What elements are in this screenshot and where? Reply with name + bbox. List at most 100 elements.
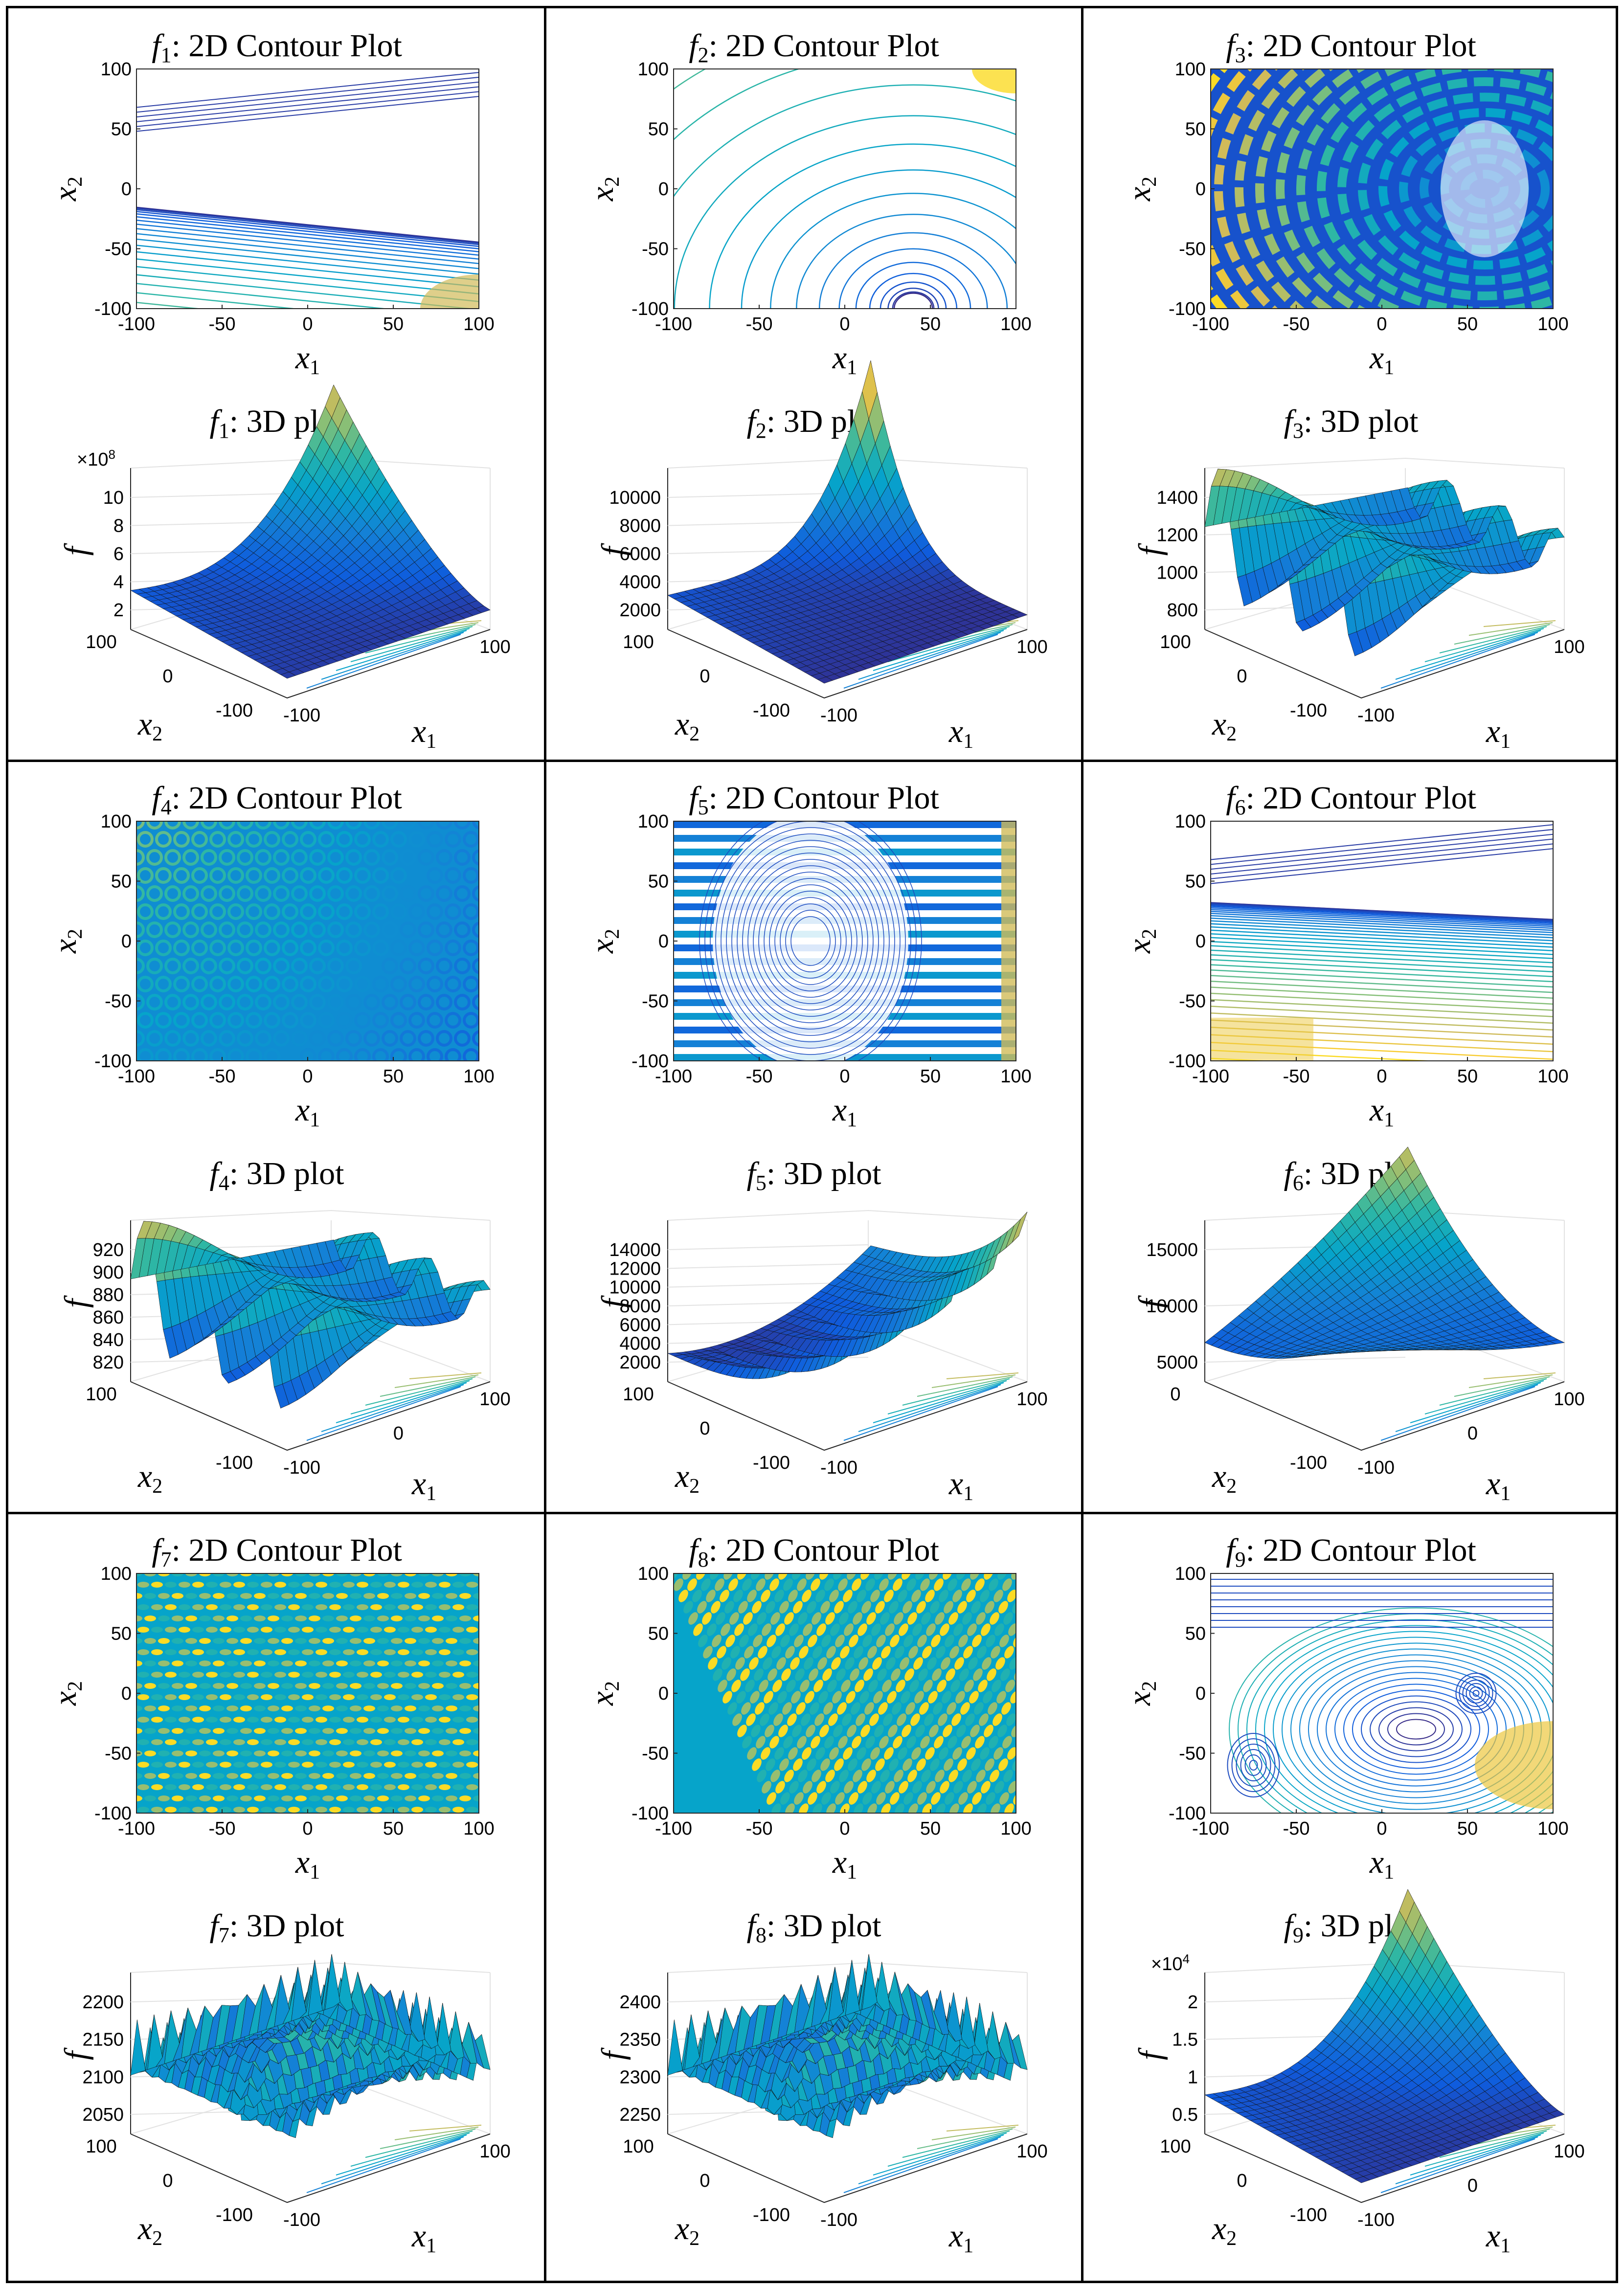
- contour-cell: [391, 1750, 403, 1756]
- contour-cell: [179, 1739, 190, 1745]
- chart-title: f7: 3D plot: [209, 1908, 344, 1947]
- contour-line: [136, 207, 479, 244]
- contour-cell: [268, 1683, 279, 1689]
- contour-cell: [158, 1728, 170, 1734]
- contour-cell: [268, 1706, 279, 1711]
- contour-cell: [384, 1739, 396, 1745]
- contour-cell: [418, 1683, 430, 1689]
- x-tick-label: 50: [383, 1818, 404, 1839]
- contour-cell: [261, 1627, 272, 1633]
- contour-line: [1211, 999, 1553, 1017]
- contour-cell: [316, 1582, 327, 1588]
- x-tick-label: -100: [655, 1066, 692, 1087]
- contour-line: [737, 853, 884, 1030]
- z-tick-label: 2200: [82, 1992, 124, 2013]
- contour-cell: [408, 903, 425, 920]
- contour-line: [136, 209, 479, 246]
- figure-cell: f6: 2D Contour Plot -100 -50 0 50 100 100 50 0 -5…: [1083, 761, 1620, 1514]
- contour-cell: [137, 1717, 149, 1723]
- contour-line: [136, 81, 479, 118]
- contour-cell: [144, 1728, 156, 1734]
- surface-mesh: [1204, 469, 1565, 656]
- contour-cell: [137, 1694, 149, 1700]
- contour-cell: [445, 1012, 461, 1029]
- contour-cell: [309, 1706, 320, 1711]
- contour-cell: [226, 1795, 238, 1801]
- chart-title: f4: 2D Contour Plot: [152, 780, 402, 819]
- contour-cell: [137, 1012, 154, 1029]
- contour-cell: [452, 1649, 464, 1655]
- contour-cell: [377, 1593, 389, 1599]
- contour-cell: [318, 976, 335, 992]
- contour-cell: [240, 1706, 252, 1711]
- contour-cell: [309, 994, 326, 1010]
- floor-contours: [306, 2125, 482, 2193]
- contour-cell: [209, 976, 226, 992]
- contour-cell: [418, 1728, 430, 1734]
- contour-cell: [345, 958, 362, 974]
- contour-cell: [439, 1672, 451, 1678]
- contour-cell: [427, 903, 443, 920]
- contour-cell: [165, 1717, 177, 1723]
- contour-cell: [282, 1048, 298, 1061]
- floor-contours: [1380, 1372, 1556, 1441]
- contour-cell: [199, 1683, 211, 1689]
- contour-cell: [432, 1661, 444, 1666]
- contour-cell: [473, 1795, 479, 1801]
- contour-cell: [363, 849, 380, 866]
- contour-cell: [165, 1649, 177, 1655]
- contour-cell: [363, 821, 380, 830]
- contour-cell: [172, 1683, 183, 1689]
- contour-cell: [144, 1795, 156, 1801]
- contour-cell: [452, 1807, 464, 1813]
- contour-cell: [144, 1750, 156, 1756]
- contour-cell: [182, 958, 199, 974]
- contour-cell: [472, 994, 479, 1010]
- contour-cell: [201, 958, 217, 974]
- contour-cell: [318, 903, 335, 920]
- contour-cell: [391, 1593, 403, 1599]
- contour-cell: [343, 1627, 355, 1633]
- contour-cell: [439, 1604, 451, 1610]
- contour-cell: [191, 867, 208, 884]
- contour-cell: [309, 1573, 320, 1576]
- x-tick-label: 50: [1457, 1066, 1478, 1087]
- surface-mesh: [667, 1212, 1028, 1379]
- contour-cell: [191, 940, 208, 956]
- contour-cell: [295, 1706, 307, 1711]
- y-axis-label: x2: [137, 706, 162, 745]
- contour-cell: [480, 1784, 492, 1790]
- contour-line: [136, 216, 479, 252]
- contour-cell: [288, 1807, 300, 1813]
- contour-line: [365, 626, 473, 653]
- contour-cell: [316, 1672, 327, 1678]
- contour-cell: [459, 1573, 471, 1576]
- contour-cell: [146, 958, 163, 974]
- z-tick-label: 4: [113, 572, 124, 593]
- chart-title: f7: 2D Contour Plot: [152, 1532, 402, 1571]
- contour-cell: [382, 921, 398, 938]
- contour-cell: [350, 1661, 361, 1666]
- contour-fill: [136, 1573, 479, 1813]
- contour-cell: [425, 1694, 437, 1700]
- contour-line: [818, 232, 1008, 309]
- contour-cell: [295, 1728, 307, 1734]
- y-tick-label: 50: [1185, 119, 1206, 140]
- contour-cell: [237, 821, 253, 830]
- x-tick-label: -100: [118, 1818, 155, 1839]
- contour-cell: [418, 849, 434, 866]
- axes-floor: [130, 1381, 491, 1451]
- contour-line: [1211, 903, 1553, 921]
- contour-cell: [137, 1604, 149, 1610]
- contour-line: [380, 2129, 476, 2149]
- chart-title: f6: 2D Contour Plot: [1226, 780, 1476, 819]
- x-tick-label: -100: [820, 1458, 857, 1478]
- contour-cell: [482, 1013, 496, 1027]
- contour-cell: [384, 1672, 396, 1678]
- contour-cell: [155, 940, 172, 956]
- y-tick-label: 100: [638, 59, 669, 80]
- x-axis-label: x1: [295, 1844, 320, 1884]
- contour-cell: [398, 1694, 409, 1700]
- contour-cell: [411, 1604, 423, 1610]
